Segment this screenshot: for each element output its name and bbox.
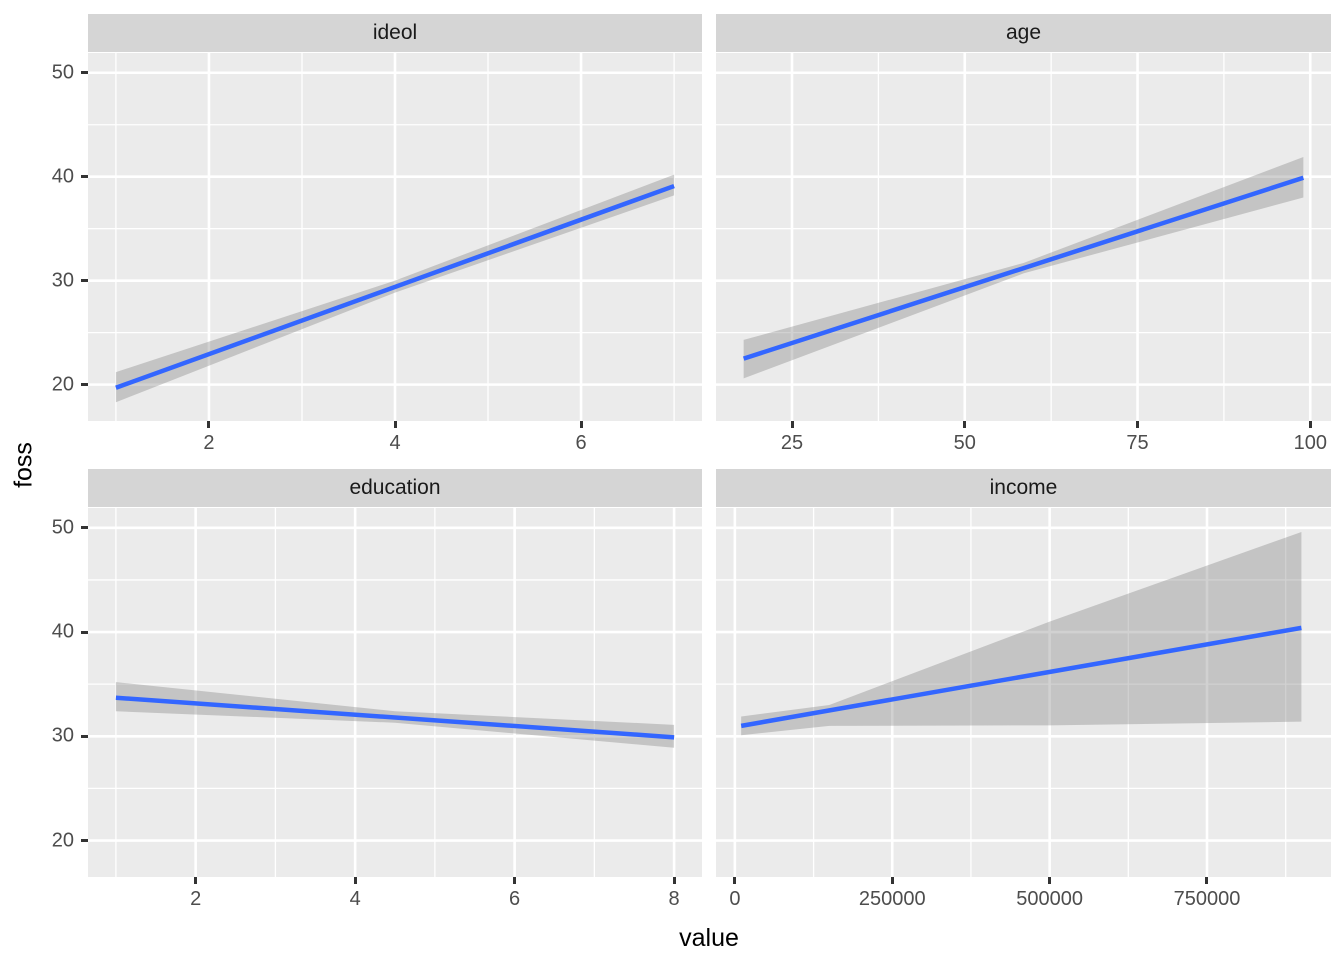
facet-panel (88, 508, 702, 877)
facet-strip-label: education (349, 476, 441, 499)
facet-panel (88, 53, 702, 421)
facet-strip: education (88, 469, 702, 507)
minor-gridlines (88, 508, 702, 877)
y-axis-tick-label: 30 (51, 724, 74, 747)
x-axis-tick (393, 421, 397, 428)
regression-line (115, 183, 675, 390)
x-axis-tick (733, 877, 737, 884)
y-axis-tick (81, 630, 88, 634)
facet-strip: income (716, 469, 1331, 507)
confidence-ribbon (741, 531, 1302, 736)
x-axis-tick-label: 4 (389, 432, 401, 454)
x-axis-tick (790, 421, 794, 428)
x-axis-tick (1048, 877, 1052, 884)
x-axis-tick-label: 6 (509, 888, 521, 910)
major-gridlines (716, 508, 1331, 877)
y-axis-tick (81, 526, 88, 530)
facet-plot-svg (88, 53, 702, 421)
y-axis-tick (81, 839, 88, 843)
facet-panel (716, 53, 1331, 421)
minor-gridlines (716, 508, 1331, 877)
x-axis-tick (1308, 421, 1312, 428)
major-gridlines (88, 508, 702, 877)
x-axis-tick (207, 421, 211, 428)
y-axis-tick (81, 383, 88, 387)
facet-plot-svg (716, 53, 1331, 421)
facet-strip: age (716, 14, 1331, 52)
x-axis-tick (579, 421, 583, 428)
facet-strip: ideol (88, 14, 702, 52)
x-axis-tick-label: 500000 (1016, 888, 1083, 910)
x-axis-tick-label: 100 (1293, 432, 1327, 454)
y-axis-tick-label: 40 (51, 620, 74, 643)
panel-background (88, 508, 702, 877)
major-gridlines (88, 53, 702, 421)
x-axis-tick-label: 25 (780, 432, 804, 454)
major-gridlines (716, 53, 1331, 421)
facet-strip-label: age (1005, 21, 1042, 44)
facet-strip-label: ideol (372, 21, 418, 44)
x-axis-tick (194, 877, 198, 884)
x-axis-tick (513, 877, 517, 884)
x-axis-tick (353, 877, 357, 884)
facet-plot-svg (88, 508, 702, 877)
x-axis-tick-label: 2 (190, 888, 202, 910)
x-axis-tick-label: 4 (349, 888, 361, 910)
x-axis-tick (672, 877, 676, 884)
y-axis-tick-label: 20 (51, 373, 74, 396)
x-axis-tick-label: 75 (1126, 432, 1149, 454)
x-axis-tick (890, 877, 894, 884)
x-axis-tick-label: 750000 (1173, 888, 1241, 910)
x-axis-tick-label: 8 (668, 888, 680, 910)
x-axis-tick-label: 6 (575, 432, 587, 454)
facet-strip-label: income (989, 476, 1058, 499)
y-axis-tick (81, 175, 88, 179)
y-axis-tick (81, 71, 88, 75)
y-axis-tick-label: 20 (51, 829, 74, 852)
y-axis-tick-label: 50 (51, 516, 74, 539)
y-axis-tick (81, 279, 88, 283)
confidence-ribbon (115, 682, 675, 748)
panel-background (716, 53, 1331, 421)
x-axis-tick-label: 50 (953, 432, 976, 454)
facet-panel (716, 508, 1331, 877)
y-axis-tick-label: 50 (51, 61, 74, 84)
x-axis-tick-label: 250000 (858, 888, 926, 910)
x-axis-tick-label: 0 (729, 888, 741, 910)
x-axis-tick (1136, 421, 1140, 428)
y-axis-title: foss (9, 442, 38, 488)
panel-background (716, 508, 1331, 877)
regression-line (740, 625, 1302, 729)
x-axis-tick-label: 2 (203, 432, 215, 454)
x-axis-tick (1205, 877, 1209, 884)
facet-plot-svg (716, 508, 1331, 877)
y-axis-tick-label: 30 (51, 269, 74, 292)
y-axis-tick (81, 734, 88, 738)
regression-line (742, 175, 1305, 361)
x-axis-tick (963, 421, 967, 428)
regression-line (115, 695, 675, 740)
x-axis-title: value (679, 924, 739, 952)
y-axis-tick-label: 40 (51, 165, 74, 188)
